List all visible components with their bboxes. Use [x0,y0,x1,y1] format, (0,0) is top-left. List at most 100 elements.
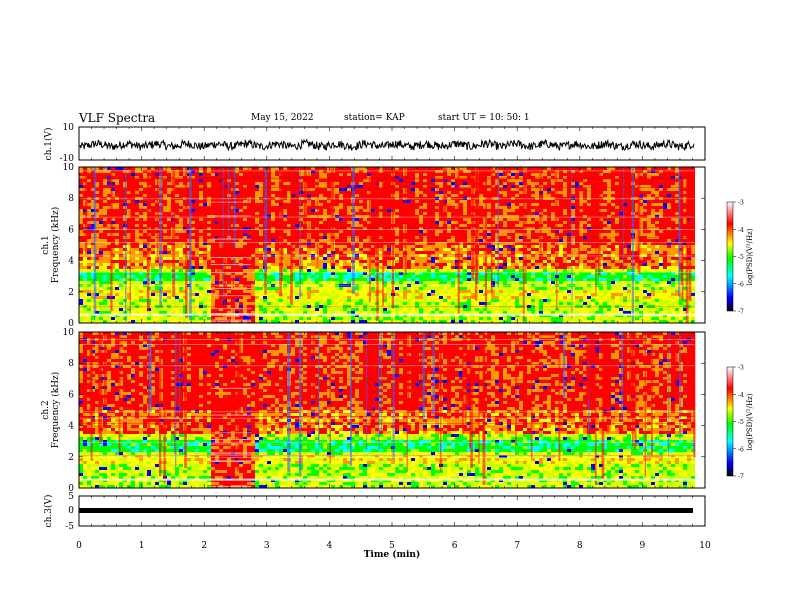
spectrogram-cell [315,311,319,314]
spectrogram-cell [367,311,371,314]
spectrogram-cell [235,200,239,203]
spectrogram-cell [331,296,335,299]
spectrogram-cell [327,233,331,236]
spectrogram-cell [451,242,455,245]
spectrogram-cell [419,317,423,320]
spectrogram-cell [191,176,195,179]
spectrogram-cell [143,272,147,275]
spectrogram-cell [311,173,315,176]
spectrogram-cell [291,308,295,311]
spectrogram-cell [95,176,99,179]
spectrogram-cell [251,209,255,212]
spectrogram-cell [447,230,451,233]
spectrogram-cell [119,194,123,197]
spectrogram-cell [443,311,447,314]
spectrogram-cell [135,269,139,272]
spectrogram-cell [199,263,203,266]
spectrogram-cell [387,185,391,188]
spectrogram-cell [451,290,455,293]
spectrogram-cell [167,272,171,275]
spectrogram-cell [187,275,191,278]
spectrogram-cell [227,302,231,305]
spectrogram-cell [279,320,283,323]
spectrogram-cell [199,305,203,308]
spectrogram-cell [111,209,115,212]
spectrogram-cell [407,218,411,221]
spectrogram-cell [263,320,267,323]
spectrogram-cell [439,209,443,212]
spectrogram-cell [275,185,279,188]
spectrogram-cell [359,209,363,212]
spectrogram-cell [295,233,299,236]
spectrogram-cell [415,227,419,230]
spectrogram-cell [295,272,299,275]
spectrogram-cell [95,197,99,200]
spectrogram-cell [283,257,287,260]
spectrogram-cell [267,254,271,257]
spectrogram-cell [239,182,243,185]
spectrogram-cell [371,221,375,224]
spectrogram-cell [135,230,139,233]
spectrogram-cell [167,230,171,233]
spectrogram-cell [439,191,443,194]
spectrogram-cell [115,221,119,224]
spectrogram-cell [179,194,183,197]
spectrogram-cell [199,209,203,212]
spectrogram-cell [319,317,323,320]
spectrogram-cell [415,203,419,206]
spectrogram-cell [291,188,295,191]
spectrogram-cell [267,218,271,221]
spectrogram-cell [247,266,251,269]
spectrogram-cell [195,167,199,170]
spectrogram-cell [303,290,307,293]
spectrogram-cell [299,269,303,272]
spectrogram-cell [211,272,215,275]
spectrogram-cell [127,266,131,269]
spectrogram-cell [203,239,207,242]
spectrogram-cell [451,257,455,260]
spectrogram-cell [139,230,143,233]
spectrogram-cell [239,266,243,269]
spectrogram-cell [299,260,303,263]
spectrogram-cell [239,239,243,242]
spectrogram-cell [363,260,367,263]
spectrogram-cell [395,242,399,245]
spectrogram-cell [195,305,199,308]
spectrogram-cell [363,257,367,260]
spectrogram-cell [339,197,343,200]
spectrogram-cell [215,197,219,200]
spectrogram-cell [311,206,315,209]
spectrogram-cell [143,320,147,323]
spectrogram-cell [311,230,315,233]
spectrogram-cell [187,296,191,299]
spectrogram-cell [79,182,83,185]
spectrogram-cell [339,209,343,212]
spectrogram-cell [243,194,247,197]
spectrogram-cell [139,248,143,251]
spectrogram-cell [343,302,347,305]
spectrogram-cell [439,260,443,263]
spectrogram-cell [387,239,391,242]
spectrogram-cell [411,218,415,221]
spectrogram-cell [103,254,107,257]
spectrogram-cell [307,248,311,251]
spectrogram-cell [95,320,99,323]
spectrogram-cell [79,188,83,191]
spectrogram-cell [191,203,195,206]
spectrogram-cell [99,212,103,215]
spectrogram-cell [115,245,119,248]
spectrogram-cell [103,200,107,203]
spectrogram-cell [287,248,291,251]
spectrogram-cell [419,239,423,242]
spectrogram-cell [331,317,335,320]
spectrogram-cell [243,317,247,320]
spectrogram-cell [227,293,231,296]
spectrogram-cell [259,227,263,230]
spectrogram-cell [135,257,139,260]
spectrogram-cell [139,293,143,296]
spectrogram-cell [247,260,251,263]
spectrogram-cell [395,176,399,179]
spectrogram-cell [95,275,99,278]
spectrogram-cell [199,224,203,227]
